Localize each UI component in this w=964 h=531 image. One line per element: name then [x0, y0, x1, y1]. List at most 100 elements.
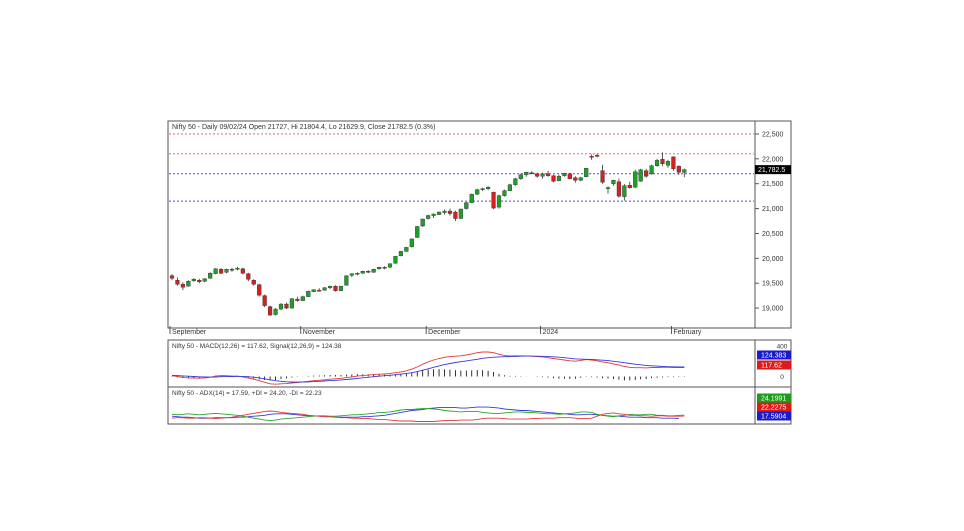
- candle: [387, 263, 393, 268]
- candle: [562, 172, 567, 177]
- candle-body-up: [371, 269, 376, 273]
- candle-body-down: [246, 273, 251, 280]
- candle-body-down: [169, 275, 175, 279]
- candle-body-up: [502, 190, 507, 196]
- candle-body-up: [306, 290, 311, 297]
- last-price-label: 21,782.5: [758, 167, 785, 174]
- candle: [480, 187, 485, 192]
- candle-body-up: [605, 187, 611, 189]
- candle: [633, 169, 638, 189]
- candle-body-up: [278, 303, 284, 310]
- candle-body-up: [665, 161, 671, 166]
- candle: [584, 167, 589, 178]
- candle: [186, 280, 191, 287]
- candle-body-down: [229, 269, 235, 271]
- candle-body-up: [442, 210, 447, 213]
- candle: [317, 288, 322, 292]
- date-label: 2024: [543, 329, 559, 336]
- price-tick-label: 22,500: [762, 131, 784, 138]
- candle-body-up: [633, 171, 638, 188]
- date-label: February: [673, 329, 702, 336]
- candle: [355, 272, 360, 276]
- macd-tick-label: 0: [780, 374, 784, 381]
- candle-body-up: [518, 174, 523, 179]
- candle-body-down: [333, 285, 338, 291]
- candle: [240, 267, 245, 275]
- macd-panel: [167, 339, 756, 391]
- macd-histogram: [171, 369, 685, 381]
- candle-body-up: [300, 296, 305, 301]
- candle: [382, 266, 387, 270]
- adx-value-badge-bg: [757, 402, 791, 412]
- candle-body-up: [431, 213, 436, 216]
- date-label: September: [172, 329, 207, 336]
- candle-body-up: [349, 273, 354, 276]
- date-label: December: [428, 329, 461, 336]
- candle-body-down: [382, 267, 387, 269]
- candle: [605, 186, 611, 194]
- price-axis: [754, 120, 792, 329]
- candle: [502, 189, 507, 197]
- candle: [404, 246, 409, 252]
- candle-body-up: [289, 298, 294, 309]
- candle: [268, 305, 273, 317]
- candle-body-up: [480, 188, 485, 190]
- candle: [475, 188, 480, 196]
- candle-body-up: [235, 268, 240, 270]
- candle-body-up: [464, 202, 469, 209]
- adx-value-badge-bg: [757, 411, 791, 421]
- candle-body-up: [682, 169, 687, 173]
- candle-body-up: [415, 226, 420, 238]
- candle: [235, 266, 240, 271]
- candle: [529, 171, 534, 175]
- adx-value-badge-label: 22.2275: [761, 405, 786, 412]
- candle: [682, 168, 687, 178]
- candle-body-up: [409, 238, 414, 248]
- candle-body-down: [447, 210, 453, 214]
- candle: [218, 268, 224, 275]
- candle-body-down: [268, 306, 273, 316]
- macd-value-badges: 124.383 117.62: [757, 350, 791, 370]
- candle: [431, 213, 436, 219]
- candle-body-up: [578, 177, 583, 181]
- candle: [415, 225, 420, 238]
- candle-body-down: [676, 166, 681, 173]
- candle: [622, 184, 627, 201]
- candle-body-up: [524, 172, 529, 175]
- price-tick-label: 20,500: [762, 231, 784, 238]
- candle: [442, 209, 447, 215]
- candle-body-up: [273, 308, 278, 315]
- candle: [393, 255, 398, 264]
- candle-body-down: [545, 173, 551, 176]
- candle-body-up: [344, 275, 349, 286]
- candle: [595, 153, 600, 158]
- candle-body-up: [513, 178, 518, 185]
- candle: [524, 171, 529, 177]
- candle: [518, 173, 523, 180]
- candle-body-down: [529, 172, 534, 174]
- candle-body-up: [355, 273, 360, 275]
- price-tick-label: 20,000: [762, 256, 784, 263]
- candle: [453, 210, 458, 222]
- candle-body-down: [491, 191, 496, 209]
- macd-value-badge-label: 124.383: [761, 353, 786, 360]
- candle: [289, 298, 294, 309]
- candle: [295, 296, 300, 302]
- candle-body-up: [496, 195, 502, 208]
- candle: [447, 208, 453, 216]
- candle: [644, 168, 649, 178]
- candle: [627, 181, 632, 189]
- candle: [507, 183, 512, 192]
- candle-body-down: [317, 289, 322, 292]
- candle-body-down: [175, 280, 180, 285]
- adx-title: Nifty 50 - ADX(14) = 17.59, +DI = 24.20,…: [172, 390, 322, 397]
- candle: [202, 278, 207, 283]
- candle-body-down: [551, 175, 556, 182]
- candle-body-up: [213, 268, 218, 274]
- candle: [491, 191, 496, 210]
- candle-body-up: [387, 263, 393, 268]
- candle-body-up: [556, 176, 562, 181]
- candle-body-up: [224, 269, 229, 273]
- candle: [311, 289, 316, 293]
- candle-body-down: [671, 156, 676, 169]
